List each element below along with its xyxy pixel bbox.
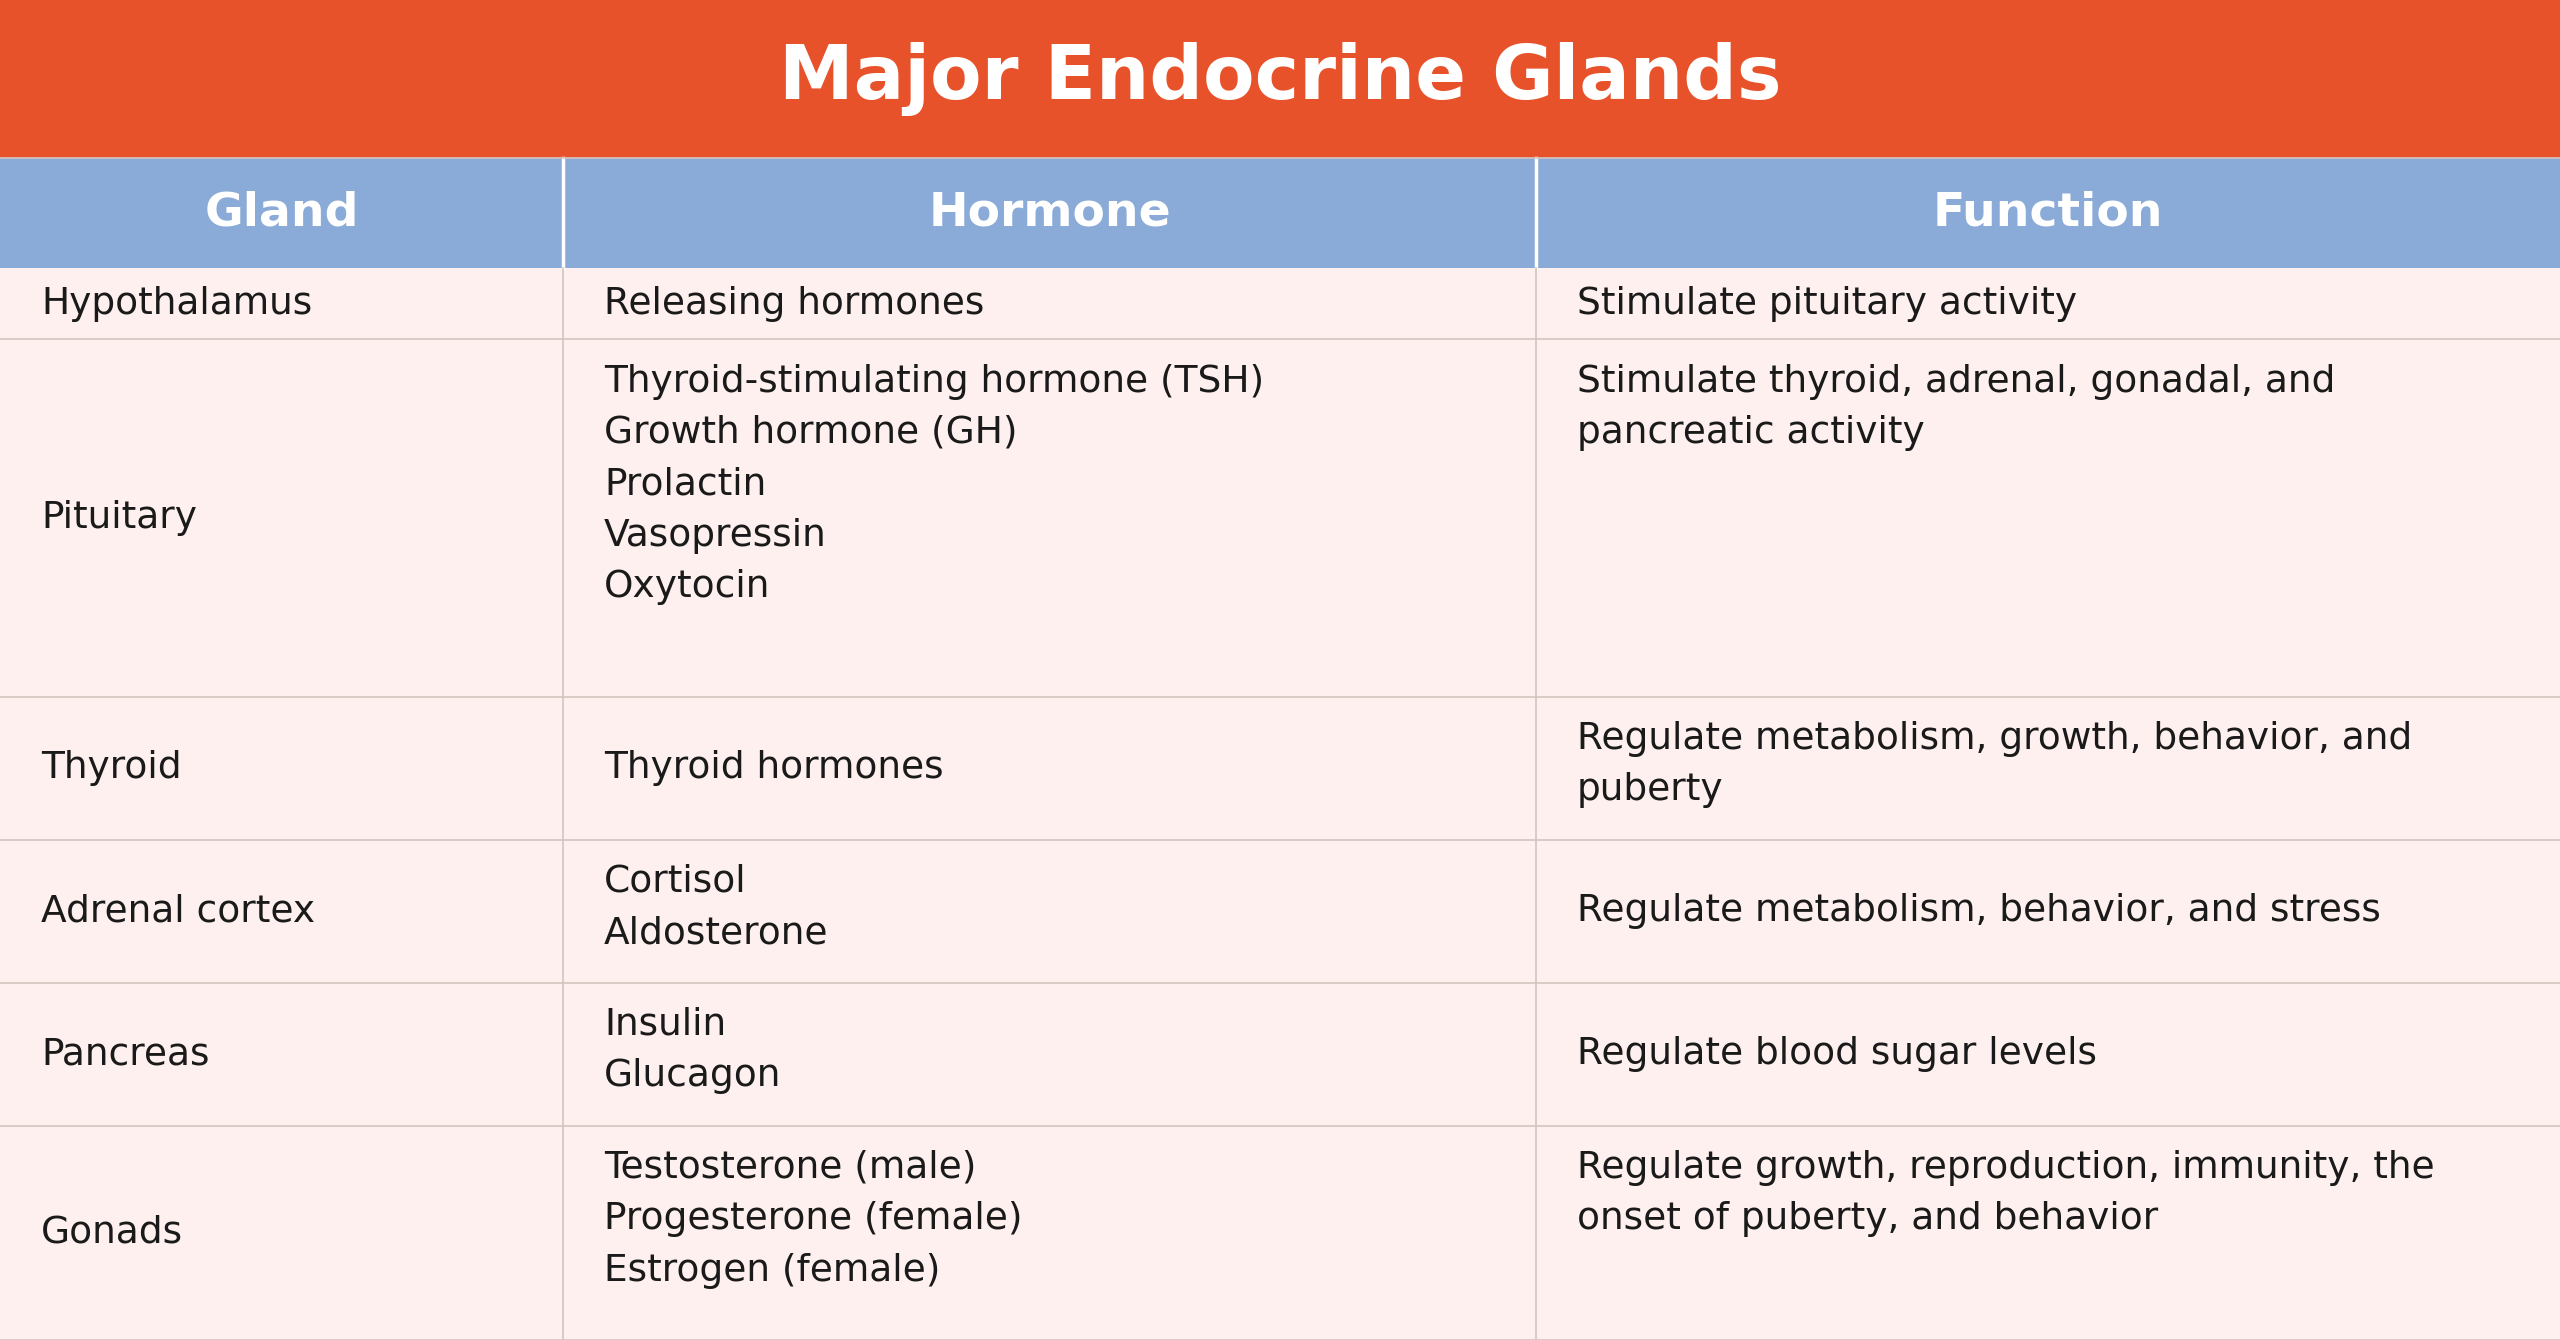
Text: Insulin
Glucagon: Insulin Glucagon (604, 1006, 781, 1095)
Bar (0, 268, 2560, 339)
Bar (0, 697, 2560, 840)
Bar (0, 840, 2560, 982)
Text: Thyroid-stimulating hormone (TSH)
Growth hormone (GH)
Prolactin
Vasopressin
Oxyt: Thyroid-stimulating hormone (TSH) Growth… (604, 363, 1265, 606)
Bar (0, 0, 2560, 158)
Text: Pituitary: Pituitary (41, 500, 197, 536)
Bar (0, 1126, 2560, 1340)
Text: Thyroid: Thyroid (41, 750, 182, 787)
Text: Regulate blood sugar levels: Regulate blood sugar levels (1577, 1036, 2097, 1072)
Text: Hypothalamus: Hypothalamus (41, 285, 312, 322)
Text: Regulate metabolism, growth, behavior, and
puberty: Regulate metabolism, growth, behavior, a… (1577, 721, 2412, 808)
Text: Major Endocrine Glands: Major Endocrine Glands (778, 42, 1782, 117)
Text: Regulate growth, reproduction, immunity, the
onset of puberty, and behavior: Regulate growth, reproduction, immunity,… (1577, 1150, 2435, 1237)
Bar (0, 158, 2560, 268)
Text: Adrenal cortex: Adrenal cortex (41, 894, 315, 929)
Text: Stimulate thyroid, adrenal, gonadal, and
pancreatic activity: Stimulate thyroid, adrenal, gonadal, and… (1577, 363, 2335, 452)
Text: Stimulate pituitary activity: Stimulate pituitary activity (1577, 285, 2076, 322)
Bar (0, 339, 2560, 697)
Text: Gland: Gland (205, 190, 358, 236)
Text: Cortisol
Aldosterone: Cortisol Aldosterone (604, 864, 829, 951)
Text: Pancreas: Pancreas (41, 1036, 210, 1072)
Text: Releasing hormones: Releasing hormones (604, 285, 986, 322)
Text: Testosterone (male)
Progesterone (female)
Estrogen (female): Testosterone (male) Progesterone (female… (604, 1150, 1021, 1289)
Text: Hormone: Hormone (929, 190, 1170, 236)
Text: Regulate metabolism, behavior, and stress: Regulate metabolism, behavior, and stres… (1577, 894, 2381, 929)
Text: Function: Function (1933, 190, 2163, 236)
Text: Gonads: Gonads (41, 1215, 184, 1250)
Text: Thyroid hormones: Thyroid hormones (604, 750, 945, 787)
Bar (0, 982, 2560, 1126)
